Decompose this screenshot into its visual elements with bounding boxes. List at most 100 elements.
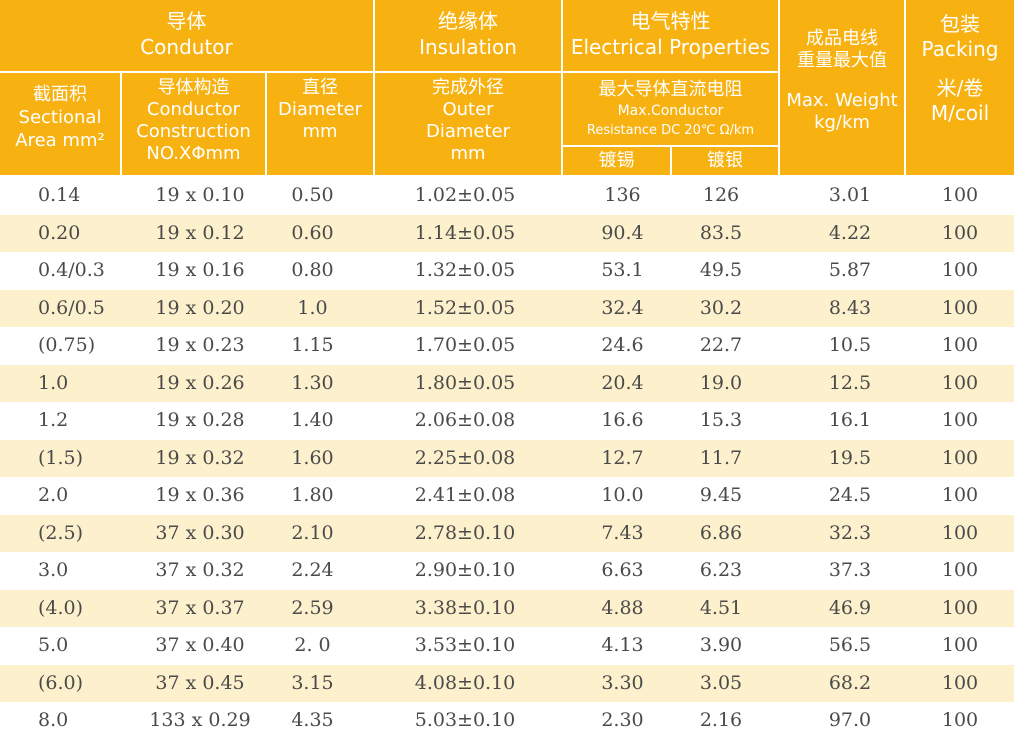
cell-max-weight: 46.9 [828,596,872,619]
cell-outer-diameter: 2.06±0.08 [414,409,516,431]
cell-outer-diameter: 2.25±0.08 [414,446,516,469]
cell-diameter: 1.15 [291,334,334,356]
cell-packing: 100 [941,371,979,394]
cell-packing: 100 [941,709,979,731]
cell-resistance-silvered: 22.7 [699,334,743,356]
header-construction-unit: NO.XΦmm [146,143,241,164]
header-conductor-cn: 导体 [166,9,207,33]
cell-resistance-tinned: 20.4 [601,371,644,394]
cell-diameter: 0.50 [291,184,334,206]
cell-sectional-area: 3.0 [38,559,69,581]
header-construction-en1: Conductor [146,99,241,120]
cell-max-weight: 12.5 [828,371,872,394]
cell-resistance-silvered: 30.2 [699,296,743,319]
cell-sectional-area: (0.75) [38,334,96,356]
cell-resistance-silvered: 11.7 [699,446,743,469]
cell-construction: 19 x 0.16 [155,259,245,281]
cell-outer-diameter: 5.03±0.10 [414,709,516,731]
cell-diameter: 1.40 [291,409,334,431]
header-insulation-group: 绝缘体 Insulation [375,0,561,71]
header-outer-diameter: 完成外径 Outer Diameter mm [375,73,561,175]
cell-resistance-tinned: 24.6 [601,334,644,356]
cell-max-weight: 68.2 [828,671,872,694]
cell-resistance-tinned: 4.13 [601,634,644,656]
table-row: (2.5) 37 x 0.30 2.10 2.78±0.10 7.43 6.86 32.3 1… [0,514,1014,552]
cell-resistance-tinned: 12.7 [601,446,644,469]
cell-max-weight: 32.3 [828,521,872,544]
header-area-en: Sectional [18,107,102,128]
header-packing-en: Packing [921,37,999,61]
cell-diameter: 2.24 [291,559,334,581]
cell-sectional-area: (1.5) [38,446,84,469]
table-row: (0.75) 19 x 0.23 1.15 1.70±0.05 24.6 22.7 10.5… [0,327,1014,365]
cell-max-weight: 8.43 [828,296,872,319]
cell-sectional-area: 0.6/0.5 [38,296,105,319]
table-row: (4.0) 37 x 0.37 2.59 3.38±0.10 4.88 4.51 46.9 1… [0,589,1014,627]
header-packing-unit-en: M/coil [930,101,990,125]
cell-resistance-tinned: 32.4 [601,296,644,319]
table-row: 8.0 133 x 0.29 4.35 5.03±0.10 2.30 2.16 97.0 10… [0,702,1014,740]
header-outer-cn: 完成外径 [432,77,504,98]
header-diameter-en: Diameter [277,99,363,120]
cell-diameter: 1.0 [297,296,328,319]
cell-sectional-area: (6.0) [38,671,84,694]
header-sectional-area: 截面积 Sectional Area mm² [0,73,120,175]
cell-construction: 19 x 0.36 [155,484,245,506]
header-weight: 成品电线 重量最大值 Max. Weight kg/km [780,0,904,175]
cell-max-weight: 5.87 [828,259,872,281]
cell-packing: 100 [941,184,979,206]
cell-max-weight: 3.01 [828,184,872,206]
cell-outer-diameter: 2.78±0.10 [414,521,516,544]
header-packing-unit-cn: 米/卷 [936,76,984,100]
header-outer-unit: mm [450,143,486,164]
cell-outer-diameter: 2.90±0.10 [414,559,516,581]
cell-resistance-tinned: 4.88 [601,596,644,619]
table-row: 5.0 37 x 0.40 2. 0 3.53±0.10 4.13 3.90 56.5 100 [0,627,1014,665]
cell-construction: 19 x 0.12 [155,221,245,244]
cell-construction: 133 x 0.29 [149,709,251,731]
cell-resistance-silvered: 6.86 [699,521,743,544]
cell-resistance-silvered: 83.5 [699,221,743,244]
cell-sectional-area: 8.0 [38,709,69,731]
cell-sectional-area: 1.2 [38,409,69,431]
table-row: (6.0) 37 x 0.45 3.15 4.08±0.10 3.30 3.05 68.2 1… [0,664,1014,702]
header-area-unit: Area mm² [15,130,105,151]
cell-outer-diameter: 2.41±0.08 [414,484,516,506]
header-packing: 包装 Packing 米/卷 M/coil [906,0,1014,175]
cell-diameter: 2. 0 [294,634,331,656]
cell-packing: 100 [941,296,979,319]
cell-diameter: 0.60 [291,221,334,244]
header-resistance-en1: Max.Conductor [617,103,724,119]
cell-resistance-tinned: 6.63 [601,559,644,581]
header-insulation-cn: 绝缘体 [438,9,498,33]
cell-sectional-area: 1.0 [38,371,69,394]
cell-construction: 37 x 0.32 [155,559,245,581]
cell-construction: 19 x 0.20 [155,296,245,319]
cell-sectional-area: 5.0 [38,634,69,656]
cell-diameter: 1.60 [291,446,334,469]
cell-resistance-tinned: 10.0 [601,484,644,506]
cell-construction: 19 x 0.28 [155,409,245,431]
header-silvered: 镀银 [672,147,778,175]
cell-packing: 100 [941,634,979,656]
table-row: 1.2 19 x 0.28 1.40 2.06±0.08 16.6 15.3 16.1 100 [0,402,1014,440]
header-construction-cn: 导体构造 [157,77,230,98]
cell-construction: 37 x 0.37 [155,596,245,619]
header-electrical-cn: 电气特性 [630,9,711,33]
cell-resistance-tinned: 16.6 [601,409,644,431]
cell-resistance-silvered: 126 [702,184,740,206]
cell-outer-diameter: 3.53±0.10 [414,634,516,656]
cell-max-weight: 37.3 [828,559,872,581]
cell-outer-diameter: 3.38±0.10 [414,596,516,619]
header-packing-cn: 包装 [940,12,980,36]
header-electrical-group: 电气特性 Electrical Properties [563,0,778,71]
cell-outer-diameter: 1.80±0.05 [414,371,516,394]
cell-packing: 100 [941,521,979,544]
cell-max-weight: 97.0 [828,709,872,731]
cell-diameter: 1.80 [291,484,334,506]
cell-outer-diameter: 1.70±0.05 [414,334,516,356]
cell-resistance-silvered: 2.16 [699,709,743,731]
cell-max-weight: 56.5 [828,634,872,656]
header-weight-cn2: 重量最大值 [797,50,887,71]
cell-sectional-area: 2.0 [38,484,69,506]
